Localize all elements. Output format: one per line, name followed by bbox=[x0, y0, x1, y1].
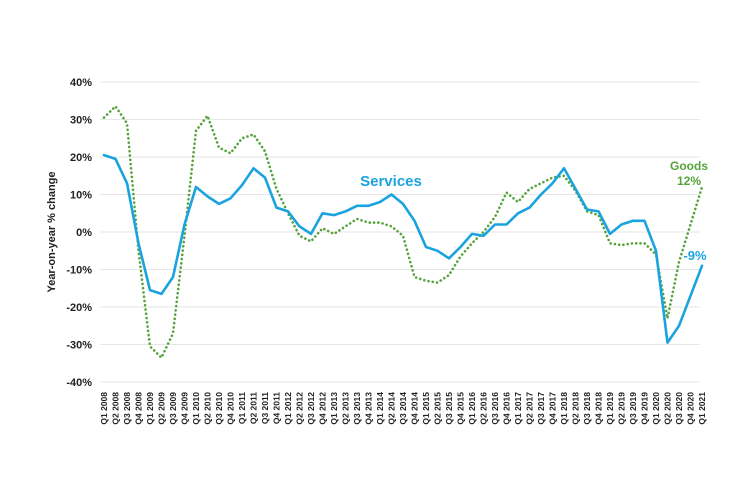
x-tick-label: Q3 2017 bbox=[536, 392, 546, 425]
x-axis-ticks: Q1 2008 Q2 2008 Q3 2008 Q4 2008 Q1 2009 Q2 20… bbox=[99, 392, 707, 425]
x-tick-label: Q2 2013 bbox=[341, 392, 351, 425]
x-tick-label: Q3 2010 bbox=[214, 392, 224, 425]
x-tick-label: Q2 2008 bbox=[111, 392, 121, 425]
goods-series-line bbox=[102, 105, 704, 359]
x-tick-label: Q4 2012 bbox=[318, 392, 328, 425]
y-tick-label: -20% bbox=[66, 302, 92, 314]
x-tick-label: Q2 2011 bbox=[249, 392, 259, 424]
x-tick-label: Q4 2017 bbox=[548, 392, 558, 425]
goods-value-annotation: 12% bbox=[677, 174, 701, 188]
x-tick-label: Q4 2018 bbox=[594, 392, 604, 425]
x-tick-label: Q1 2016 bbox=[467, 392, 477, 425]
x-tick-label: Q3 2011 bbox=[260, 392, 270, 424]
y-tick-label: 40% bbox=[70, 77, 92, 89]
x-tick-label: Q3 2008 bbox=[122, 392, 132, 425]
x-tick-label: Q3 2019 bbox=[628, 392, 638, 425]
x-tick-label: Q3 2018 bbox=[582, 392, 592, 425]
x-tick-label: Q4 2008 bbox=[134, 392, 144, 425]
x-tick-label: Q1 2009 bbox=[145, 392, 155, 425]
x-tick-label: Q2 2020 bbox=[663, 392, 673, 425]
y-tick-label: 0% bbox=[76, 227, 92, 239]
x-tick-label: Q3 2013 bbox=[352, 392, 362, 425]
y-axis-ticks: 40% 30% 20% 10% 0% -10% -20% -30% -40% bbox=[66, 77, 92, 389]
y-tick-label: -10% bbox=[66, 265, 92, 277]
y-tick-label: 10% bbox=[70, 190, 92, 202]
x-tick-label: Q1 2015 bbox=[421, 392, 431, 425]
x-tick-label: Q4 2019 bbox=[640, 392, 650, 425]
x-tick-label: Q2 2018 bbox=[571, 392, 581, 425]
x-tick-label: Q3 2012 bbox=[306, 392, 316, 425]
x-tick-label: Q1 2014 bbox=[375, 392, 385, 425]
x-tick-label: Q2 2017 bbox=[525, 392, 535, 425]
x-tick-label: Q3 2015 bbox=[444, 392, 454, 425]
goods-annotation: Goods bbox=[670, 159, 708, 173]
x-tick-label: Q1 2012 bbox=[283, 392, 293, 425]
y-axis-label: Year-on-year % change bbox=[46, 171, 58, 292]
x-tick-label: Q4 2011 bbox=[272, 392, 282, 424]
y-tick-label: -40% bbox=[66, 377, 92, 389]
x-tick-label: Q2 2010 bbox=[203, 392, 213, 425]
series-lines bbox=[102, 105, 704, 359]
x-tick-label: Q2 2016 bbox=[479, 392, 489, 425]
x-tick-label: Q4 2013 bbox=[364, 392, 374, 425]
x-tick-label: Q1 2010 bbox=[191, 392, 201, 425]
x-tick-label: Q2 2014 bbox=[387, 392, 397, 425]
y-tick-label: -30% bbox=[66, 340, 92, 352]
x-tick-label: Q2 2015 bbox=[433, 392, 443, 425]
services-value-annotation: -9% bbox=[683, 248, 707, 263]
x-tick-label: Q4 2009 bbox=[180, 392, 190, 425]
x-tick-label: Q1 2011 bbox=[237, 392, 247, 424]
x-tick-label: Q4 2015 bbox=[456, 392, 466, 425]
x-tick-label: Q3 2009 bbox=[168, 392, 178, 425]
x-tick-label: Q4 2020 bbox=[686, 392, 696, 425]
x-tick-label: Q3 2016 bbox=[490, 392, 500, 425]
x-tick-label: Q1 2013 bbox=[329, 392, 339, 425]
y-tick-label: 20% bbox=[70, 152, 92, 164]
x-tick-label: Q4 2016 bbox=[502, 392, 512, 425]
x-tick-label: Q3 2014 bbox=[398, 392, 408, 425]
x-tick-label: Q1 2020 bbox=[651, 392, 661, 425]
services-series-line bbox=[102, 153, 704, 344]
x-tick-label: Q4 2010 bbox=[226, 392, 236, 425]
gridlines bbox=[100, 81, 700, 383]
x-tick-label: Q3 2020 bbox=[674, 392, 684, 425]
x-tick-label: Q1 2019 bbox=[605, 392, 615, 425]
x-tick-label: Q1 2008 bbox=[99, 392, 109, 425]
services-annotation: Services bbox=[360, 173, 422, 190]
x-tick-label: Q4 2014 bbox=[410, 392, 420, 425]
x-tick-label: Q2 2019 bbox=[617, 392, 627, 425]
x-tick-label: Q2 2012 bbox=[295, 392, 305, 425]
x-tick-label: Q1 2018 bbox=[559, 392, 569, 425]
x-tick-label: Q1 2017 bbox=[513, 392, 523, 425]
y-tick-label: 30% bbox=[70, 115, 92, 127]
x-tick-label: Q1 2021 bbox=[697, 392, 707, 425]
x-tick-label: Q2 2009 bbox=[157, 392, 167, 425]
